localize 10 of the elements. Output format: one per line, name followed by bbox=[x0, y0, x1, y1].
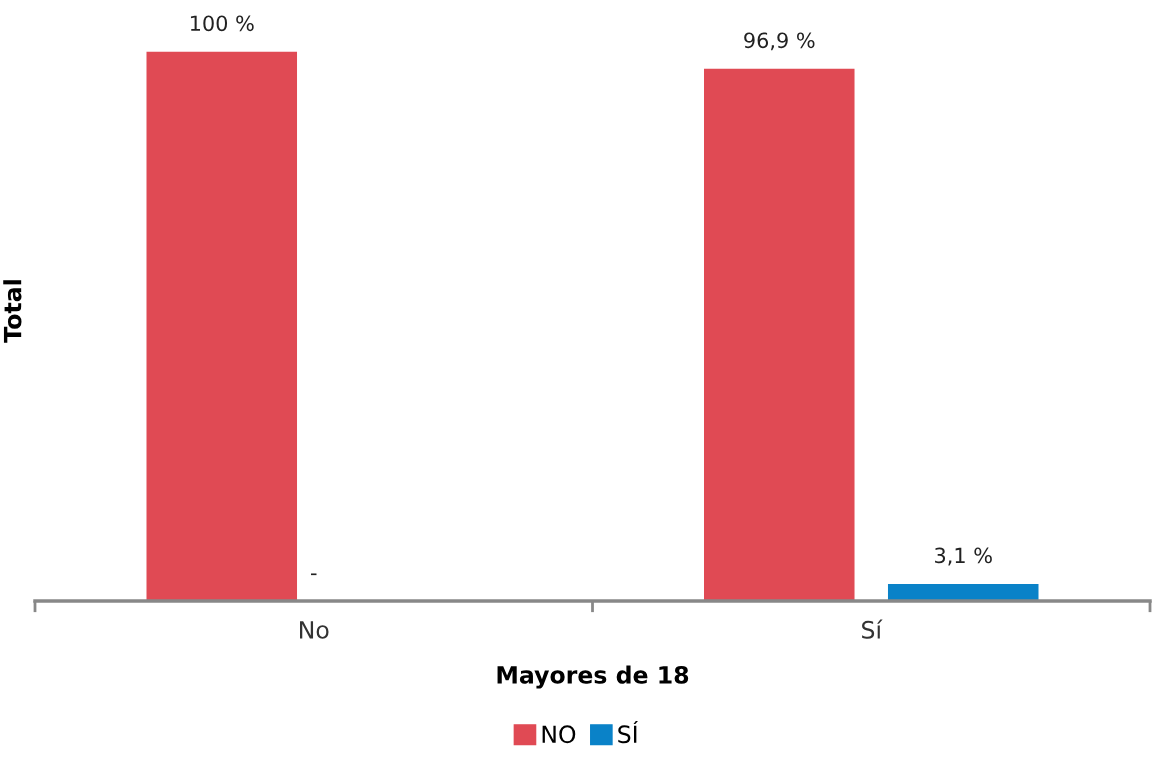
data-label: 3,1 % bbox=[935, 547, 992, 566]
x-tick-label: No bbox=[300, 621, 329, 639]
data-label: 100 % bbox=[190, 15, 254, 32]
data-label: 96,9 % bbox=[744, 32, 815, 51]
legend-label: NO bbox=[542, 725, 576, 744]
x-axis-title: Mayores de 18 bbox=[497, 665, 689, 689]
y-axis-title: Total bbox=[3, 280, 22, 343]
annotation: - bbox=[311, 573, 317, 576]
legend-label: SÍ bbox=[618, 721, 638, 744]
x-tick-label: Sí bbox=[862, 619, 883, 639]
